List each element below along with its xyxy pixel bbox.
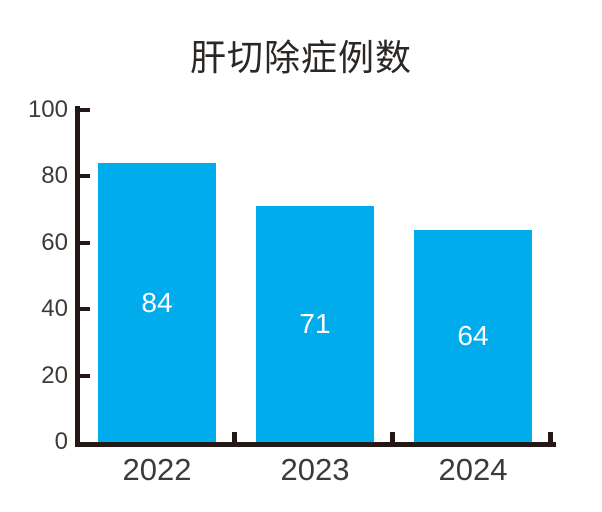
bar-value-label: 71 [299,308,331,340]
x-tick-mark [390,432,395,442]
y-tick-mark [80,174,90,179]
y-tick-mark [80,108,90,112]
bar-value-label: 84 [141,286,173,318]
x-tick-mark [548,432,553,442]
bar: 64 [414,229,532,442]
y-tick-mark [80,240,90,245]
bar-value-label: 64 [457,319,489,351]
y-tick-label: 40 [41,295,68,323]
chart-title: 肝切除症例数 [189,37,412,78]
y-tick-label: 80 [41,162,68,190]
y-tick-mark [80,373,90,378]
x-tick-label: 2023 [280,452,350,487]
y-tick-label: 100 [27,96,68,123]
x-tick-label: 2022 [122,452,192,487]
bar: 84 [98,163,216,442]
bar: 71 [256,206,374,442]
y-tick-label: 60 [41,228,68,256]
y-tick-label: 0 [54,428,68,455]
y-tick-label: 20 [41,361,68,389]
x-tick-label: 2024 [438,452,508,487]
y-axis-line [75,106,80,447]
x-tick-mark [232,432,237,442]
y-tick-mark [80,307,90,312]
x-axis-line [75,442,556,447]
